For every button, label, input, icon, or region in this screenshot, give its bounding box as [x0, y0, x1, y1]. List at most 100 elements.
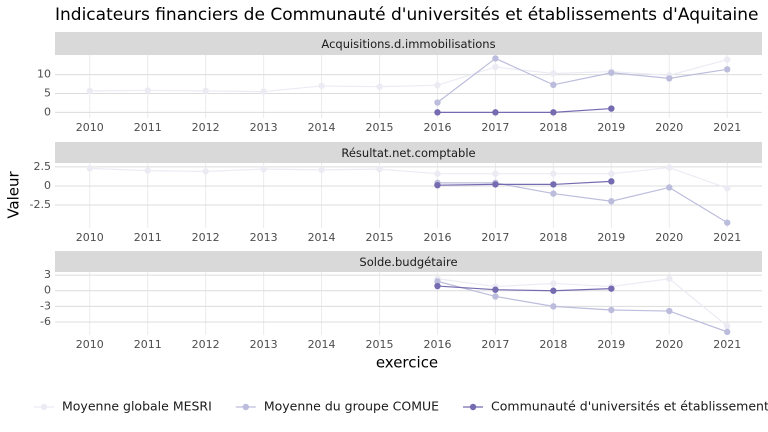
- x-tick-label: 2018: [539, 231, 567, 244]
- x-tick-label: 2014: [308, 121, 336, 134]
- x-tick-label: 2016: [423, 338, 451, 351]
- point: [608, 306, 615, 314]
- point: [724, 219, 731, 226]
- x-tick-label: 2012: [192, 121, 220, 134]
- point: [550, 280, 557, 287]
- point: [260, 88, 267, 95]
- x-tick-label: 2021: [713, 231, 741, 244]
- point: [608, 178, 615, 185]
- point: [434, 170, 441, 177]
- point: [434, 278, 441, 285]
- point: [550, 70, 557, 77]
- point: [550, 109, 557, 116]
- point: [724, 66, 731, 73]
- legend-label: Communauté d'universités et établissemen…: [491, 399, 768, 414]
- y-tick-label: 0: [44, 105, 51, 118]
- point: [492, 293, 499, 300]
- point: [550, 287, 557, 294]
- x-tick-label: 2013: [250, 338, 278, 351]
- x-tick-label: 2020: [655, 338, 683, 351]
- x-tick-label: 2021: [713, 338, 741, 351]
- series-line: [437, 278, 728, 327]
- x-tick-label: 2015: [366, 231, 394, 244]
- point: [724, 322, 731, 330]
- y-tick-label: -6: [40, 315, 51, 328]
- y-tick-label: 0: [44, 284, 51, 297]
- point: [492, 181, 499, 188]
- x-tick-label: 2021: [713, 121, 741, 134]
- y-tick-label: 10: [37, 68, 51, 81]
- x-tick-label: 2019: [597, 121, 625, 134]
- x-tick-label: 2019: [597, 231, 625, 244]
- point: [724, 328, 731, 336]
- x-tick-label: 2017: [481, 231, 509, 244]
- x-tick-label: 2017: [481, 121, 509, 134]
- point: [318, 82, 325, 90]
- point: [550, 181, 557, 188]
- point: [86, 165, 93, 172]
- x-tick-label: 2011: [134, 231, 162, 244]
- point: [376, 165, 383, 173]
- x-tick-label: 2013: [250, 121, 278, 134]
- point: [202, 87, 209, 95]
- point: [550, 81, 557, 89]
- series-line: [437, 107, 612, 113]
- x-tick-label: 2012: [192, 338, 220, 351]
- point: [492, 63, 499, 71]
- series-line: [437, 180, 612, 186]
- strip: [55, 32, 762, 55]
- y-tick-label: -3: [40, 299, 51, 312]
- point: [666, 275, 673, 282]
- y-tick-label: 0: [44, 179, 51, 192]
- x-tick-label: 2020: [655, 121, 683, 134]
- point: [550, 190, 557, 197]
- point: [608, 170, 615, 177]
- point: [666, 75, 673, 82]
- point: [724, 56, 731, 63]
- x-tick-label: 2015: [366, 338, 394, 351]
- point: [492, 170, 499, 177]
- y-axis-title: Valeur: [5, 170, 23, 218]
- point: [318, 166, 325, 174]
- legend-point: [242, 403, 250, 411]
- x-tick-label: 2020: [655, 231, 683, 244]
- point: [666, 184, 673, 191]
- point: [202, 168, 209, 175]
- x-tick-label: 2010: [76, 231, 104, 244]
- point: [144, 167, 151, 174]
- legend-label: Moyenne du groupe COMUE: [264, 399, 439, 414]
- x-tick-label: 2012: [192, 231, 220, 244]
- point: [724, 185, 731, 192]
- x-tick-label: 2010: [76, 338, 104, 351]
- y-tick-label: 5: [44, 86, 51, 99]
- point: [376, 83, 383, 90]
- point: [492, 55, 499, 62]
- point: [608, 285, 615, 292]
- chart-title: Indicateurs financiers de Communauté d'u…: [55, 5, 759, 25]
- x-axis-title: exercice: [376, 354, 438, 372]
- x-tick-label: 2019: [597, 338, 625, 351]
- point: [144, 87, 151, 94]
- point: [666, 307, 673, 315]
- x-tick-label: 2011: [134, 338, 162, 351]
- point: [434, 282, 441, 290]
- x-tick-label: 2015: [366, 121, 394, 134]
- point: [492, 286, 499, 293]
- point: [608, 198, 615, 205]
- x-tick-label: 2014: [308, 231, 336, 244]
- point: [260, 165, 267, 173]
- y-tick-label: 3: [44, 268, 51, 281]
- point: [550, 303, 557, 310]
- point: [550, 170, 557, 177]
- strip-label: Acquisitions.d.immobilisations: [321, 37, 495, 51]
- x-tick-label: 2014: [308, 338, 336, 351]
- point: [608, 105, 615, 112]
- strip-label: Solde.budgétaire: [359, 255, 457, 269]
- x-tick-label: 2018: [539, 121, 567, 134]
- y-tick-label: -2.5: [30, 198, 51, 211]
- x-tick-label: 2010: [76, 121, 104, 134]
- point: [86, 87, 93, 95]
- point: [492, 109, 499, 116]
